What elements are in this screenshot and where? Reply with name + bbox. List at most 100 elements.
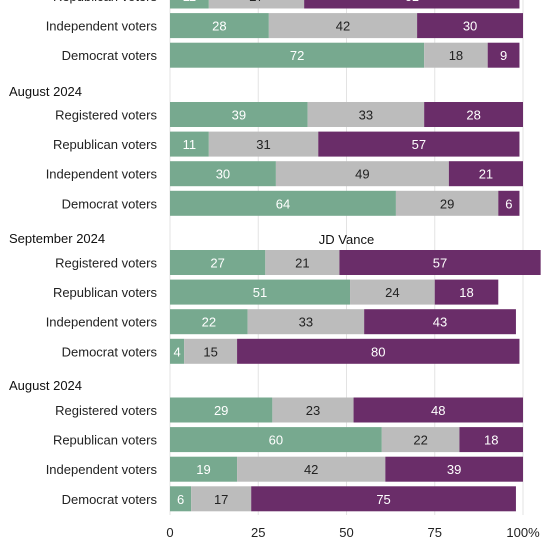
data-label: 28 xyxy=(466,108,480,123)
data-label: 57 xyxy=(412,137,426,152)
bar-segment xyxy=(170,427,382,453)
bar-segment xyxy=(353,397,523,423)
data-label: 22 xyxy=(202,315,216,330)
bar-segment xyxy=(459,427,523,453)
bar-segment xyxy=(170,397,273,423)
data-label: 18 xyxy=(449,48,463,63)
data-label: 4 xyxy=(173,344,180,359)
data-label: 29 xyxy=(214,403,228,418)
data-label: 42 xyxy=(336,19,350,34)
group-heading: September 2024 xyxy=(9,231,105,246)
data-label: 39 xyxy=(232,108,246,123)
x-axis: 0 25 50 75 100% xyxy=(166,525,540,540)
bar-segment xyxy=(424,102,523,127)
data-label: 51 xyxy=(253,285,267,300)
bar-segment xyxy=(184,338,238,364)
row-label: Republican voters xyxy=(53,0,158,4)
bar-segment xyxy=(364,309,516,335)
data-label: 6 xyxy=(177,492,184,507)
data-label: 27 xyxy=(210,256,224,271)
row-label: Registered voters xyxy=(55,108,157,123)
bar-segment xyxy=(304,0,520,9)
data-label: 61 xyxy=(405,0,419,4)
bar-segment xyxy=(424,42,488,68)
data-label: 21 xyxy=(295,256,309,271)
bar-segment xyxy=(208,0,305,9)
bar-segment xyxy=(381,427,460,453)
bar-segment xyxy=(385,456,523,482)
data-label: 22 xyxy=(413,433,427,448)
data-label: 17 xyxy=(214,492,228,507)
bar-segment xyxy=(251,486,516,512)
bar-segment xyxy=(247,309,365,335)
bar-segment xyxy=(265,250,340,275)
bar-segment xyxy=(350,279,435,305)
bar-segment xyxy=(170,279,351,305)
bar-segment xyxy=(268,13,418,39)
data-label: 9 xyxy=(500,48,507,63)
data-label: 21 xyxy=(479,167,493,182)
data-label: 60 xyxy=(269,433,283,448)
row-label: Independent voters xyxy=(46,462,158,477)
bar-segment xyxy=(170,250,266,275)
row-label: Independent voters xyxy=(46,315,158,330)
data-label: 33 xyxy=(299,315,313,330)
bar-segment xyxy=(434,279,499,305)
bar-segment xyxy=(170,486,192,512)
row-label: Republican voters xyxy=(53,285,158,300)
data-label: 23 xyxy=(306,403,320,418)
data-label: 49 xyxy=(355,167,369,182)
data-label: 80 xyxy=(371,344,385,359)
group-heading: August 2024 xyxy=(9,378,82,393)
row-label: Independent voters xyxy=(46,167,158,182)
bar-segment xyxy=(170,456,238,482)
x-tick-label: 0 xyxy=(166,525,173,540)
row-label: Independent voters xyxy=(46,19,158,34)
labels: Republican voters 11 27 61 Independent voter… xyxy=(9,0,512,507)
data-label: 72 xyxy=(290,48,304,63)
data-label: 42 xyxy=(304,462,318,477)
row-label: Registered voters xyxy=(55,256,157,271)
bars xyxy=(170,0,541,512)
data-label: 39 xyxy=(447,462,461,477)
data-label: 18 xyxy=(484,433,498,448)
bar-segment xyxy=(170,0,209,9)
data-label: 30 xyxy=(216,167,230,182)
bar-segment xyxy=(487,42,520,68)
row-label: Democrat voters xyxy=(62,196,158,211)
bar-segment xyxy=(498,190,520,216)
data-label: 15 xyxy=(203,344,217,359)
bar-segment xyxy=(170,13,269,39)
row-label: Democrat voters xyxy=(62,492,158,507)
row-label: Republican voters xyxy=(53,433,158,448)
data-label: 29 xyxy=(440,196,454,211)
x-tick-label: 50 xyxy=(339,525,353,540)
bar-segment xyxy=(170,42,425,68)
bar-segment xyxy=(272,397,354,423)
x-tick-label: 100% xyxy=(506,525,540,540)
bar-segment xyxy=(170,338,185,364)
data-label: 48 xyxy=(431,403,445,418)
bar-segment xyxy=(208,131,319,157)
bar-segment xyxy=(170,190,396,216)
data-label: 28 xyxy=(212,19,226,34)
bar-segment xyxy=(417,13,523,39)
row-label: Democrat voters xyxy=(62,48,158,63)
bar-segment xyxy=(448,161,523,187)
x-tick-label: 75 xyxy=(428,525,442,540)
data-label: 11 xyxy=(183,0,197,4)
bar-segment xyxy=(170,131,209,157)
bar-segment xyxy=(170,161,276,187)
data-label: 75 xyxy=(376,492,390,507)
data-label: 33 xyxy=(359,108,373,123)
bar-segment xyxy=(395,190,499,216)
panel-title: JD Vance xyxy=(319,232,374,247)
bar-segment xyxy=(318,131,520,157)
data-label: 64 xyxy=(276,196,290,211)
data-label: 57 xyxy=(433,256,447,271)
row-label: Democrat voters xyxy=(62,344,158,359)
bar-segment xyxy=(307,102,425,127)
data-label: 24 xyxy=(385,285,399,300)
data-label: 6 xyxy=(505,196,512,211)
